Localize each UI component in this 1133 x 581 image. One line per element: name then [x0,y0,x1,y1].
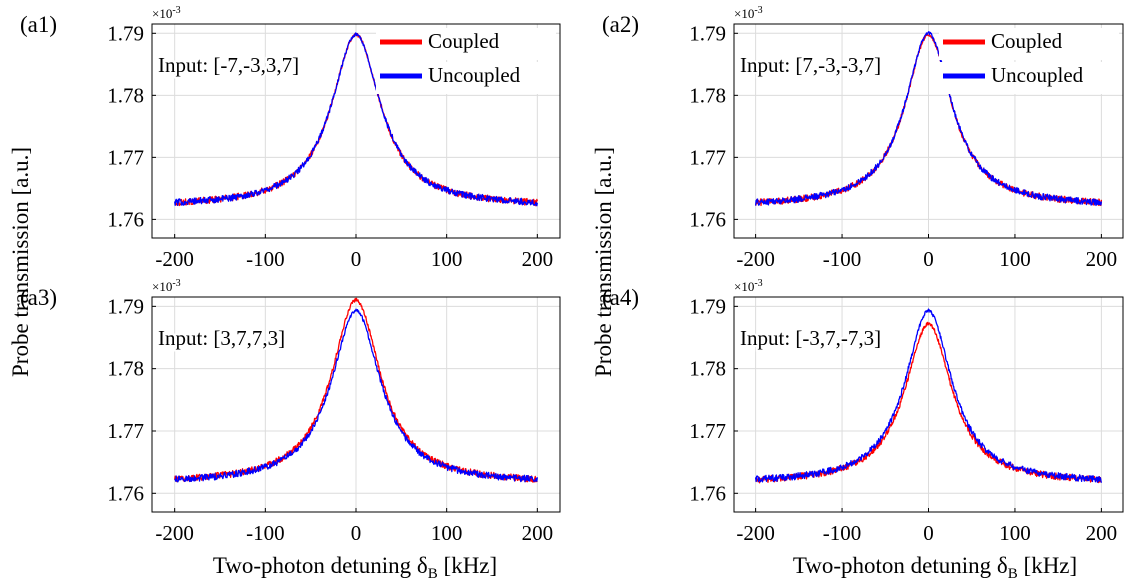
x-axis-label-right-main: Two-photon detuning δ [793,553,1008,578]
x-tick-label: 200 [522,247,554,271]
y-exponent-label: ×10-3 [734,5,763,21]
y-tick-label: 1.79 [107,21,144,45]
y-exponent-power: -3 [172,5,180,16]
y-axis-label-left: Probe transmission [a.u.] [8,147,33,377]
x-tick-label: -200 [736,521,775,545]
x-tick-label: -200 [736,247,775,271]
x-tick-label: -200 [155,247,194,271]
x-axis-label-left-main: Two-photon detuning δ [213,553,428,578]
y-tick-label: 1.76 [689,481,726,505]
x-tick-label: 200 [1086,247,1118,271]
panel-label: (a2) [602,12,639,37]
x-tick-label: 200 [522,521,554,545]
x-axis-label-left-sub: B [428,566,438,581]
y-tick-label: 1.76 [107,481,144,505]
panel-label: (a1) [20,12,57,37]
x-tick-label: 100 [999,521,1031,545]
panel-label: (a3) [20,285,57,310]
x-axis-label-right: Two-photon detuning δB [kHz] [793,553,1077,581]
x-tick-label: 200 [1086,521,1118,545]
y-exponent-power: -3 [172,278,180,289]
y-exponent-base: ×10 [734,279,754,294]
y-tick-label: 1.76 [689,207,726,231]
x-tick-label: -200 [155,521,194,545]
x-axis-label-right-sub: B [1008,566,1018,581]
y-tick-label: 1.79 [107,294,144,318]
y-exponent-base: ×10 [152,6,172,21]
y-tick-label: 1.79 [689,294,726,318]
y-exponent-label: ×10-3 [152,278,181,294]
y-tick-label: 1.78 [107,83,144,107]
legend-label-coupled: Coupled [991,29,1063,53]
y-exponent-base: ×10 [152,279,172,294]
y-tick-label: 1.78 [689,83,726,107]
y-tick-label: 1.77 [689,145,726,169]
x-tick-label: -100 [246,247,285,271]
x-tick-label: 100 [431,247,463,271]
x-axis-label-left-unit: [kHz] [438,553,497,578]
panel-a4: -200 -100 0 100 200 1.76 1.77 1.78 1.79 ×10-3 (a4)… [602,278,1124,545]
x-tick-label: -100 [246,521,285,545]
y-exponent-base: ×10 [734,6,754,21]
input-annotation: Input: [7,-3,-3,7] [740,53,881,77]
y-exponent-power: -3 [754,5,762,16]
panel-a2: -200 -100 0 100 200 1.76 1.77 1.78 1.79 ×10-3 (a2)… [602,5,1124,271]
x-tick-label: -100 [823,247,862,271]
y-tick-label: 1.78 [107,357,144,381]
y-tick-label: 1.78 [689,357,726,381]
panel-a3: -200 -100 0 100 200 1.76 1.77 1.78 1.79 ×10-3 (a3)… [20,278,561,545]
panel-label: (a4) [602,285,639,310]
x-tick-label: 0 [351,521,362,545]
y-tick-label: 1.76 [107,207,144,231]
y-tick-label: 1.77 [107,419,144,443]
y-exponent-label: ×10-3 [734,278,763,294]
legend-label-coupled: Coupled [428,29,500,53]
y-exponent-power: -3 [754,278,762,289]
series-line-uncoupled [174,308,538,483]
x-tick-label: 100 [431,521,463,545]
legend-label-uncoupled: Uncoupled [991,63,1084,87]
x-tick-label: 0 [351,247,362,271]
legend-label-uncoupled: Uncoupled [428,63,521,87]
y-tick-label: 1.77 [689,419,726,443]
input-annotation: Input: [3,7,7,3] [158,326,285,350]
x-tick-label: -100 [823,521,862,545]
x-tick-label: 0 [923,247,934,271]
x-axis-label-left: Two-photon detuning δB [kHz] [213,553,497,581]
input-annotation: Input: [-3,7,-7,3] [740,326,881,350]
y-axis-label-right: Probe transmission [a.u.] [591,147,616,377]
y-exponent-label: ×10-3 [152,5,181,21]
y-tick-label: 1.77 [107,145,144,169]
series-line-uncoupled [754,31,1103,207]
series-line-uncoupled [754,308,1103,483]
input-annotation: Input: [-7,-3,3,7] [158,53,299,77]
panel-a1: -200 -100 0 100 200 1.76 1.77 1.78 1.79 ×10-3 (a1)… [20,5,561,271]
x-tick-label: 100 [999,247,1031,271]
y-tick-label: 1.79 [689,21,726,45]
x-axis-label-right-unit: [kHz] [1018,553,1077,578]
x-tick-label: 0 [923,521,934,545]
series-line-uncoupled [174,32,538,207]
